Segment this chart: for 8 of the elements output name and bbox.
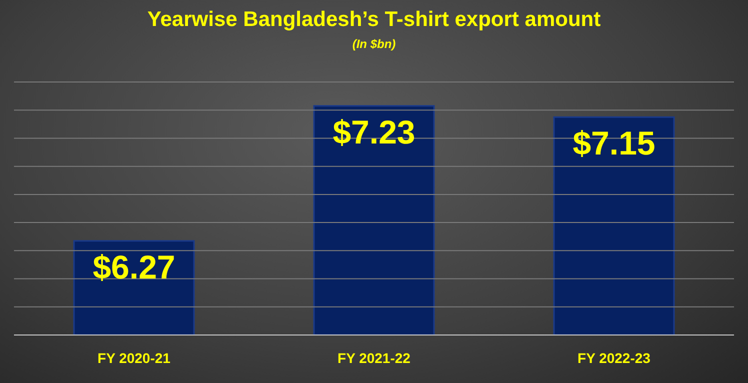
chart-title: Yearwise Bangladesh’s T-shirt export amount bbox=[146, 8, 602, 32]
data-label: $7.23 bbox=[332, 113, 416, 150]
data-label: $6.27 bbox=[92, 248, 176, 286]
x-tick-label: FY 2022-23 bbox=[578, 350, 651, 366]
data-label: $7.15 bbox=[572, 124, 656, 162]
x-tick-label: FY 2021-22 bbox=[338, 350, 411, 366]
chart-subtitle: (In $bn) bbox=[351, 37, 397, 51]
x-tick-label: FY 2020-21 bbox=[98, 350, 171, 366]
